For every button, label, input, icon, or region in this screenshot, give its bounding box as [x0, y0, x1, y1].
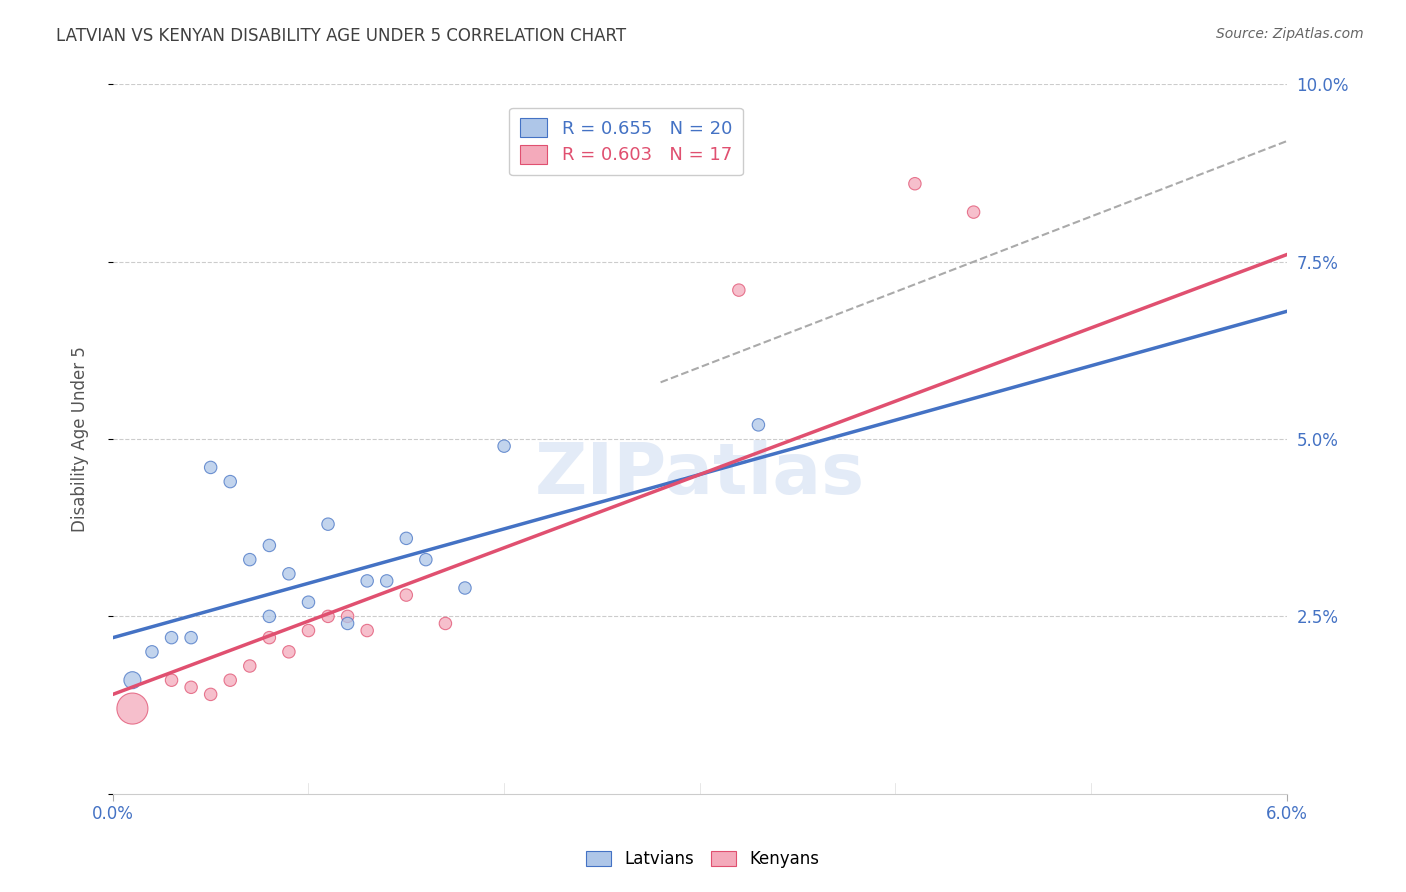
Point: [200, 687, 222, 701]
Point: [904, 177, 927, 191]
Point: [219, 475, 242, 489]
Point: [219, 673, 242, 688]
Point: [356, 574, 378, 588]
Point: [454, 581, 477, 595]
Point: [141, 645, 163, 659]
Point: [747, 417, 769, 432]
Point: [239, 659, 262, 673]
Point: [297, 595, 319, 609]
Point: [259, 538, 281, 552]
Point: [434, 616, 457, 631]
Legend: Latvians, Kenyans: Latvians, Kenyans: [579, 844, 827, 875]
Text: Source: ZipAtlas.com: Source: ZipAtlas.com: [1216, 27, 1364, 41]
Point: [259, 609, 281, 624]
Text: ZIPatlas: ZIPatlas: [534, 440, 865, 509]
Point: [121, 701, 143, 715]
Point: [297, 624, 319, 638]
Point: [316, 517, 339, 532]
Point: [494, 439, 516, 453]
Point: [277, 645, 299, 659]
Point: [336, 616, 359, 631]
Point: [239, 552, 262, 566]
Point: [316, 609, 339, 624]
Point: [180, 631, 202, 645]
Point: [160, 631, 183, 645]
Point: [727, 283, 749, 297]
Point: [180, 681, 202, 695]
Point: [962, 205, 984, 219]
Y-axis label: Disability Age Under 5: Disability Age Under 5: [72, 346, 89, 532]
Point: [395, 532, 418, 546]
Point: [277, 566, 299, 581]
Legend: R = 0.655   N = 20, R = 0.603   N = 17: R = 0.655 N = 20, R = 0.603 N = 17: [509, 108, 742, 175]
Point: [395, 588, 418, 602]
Point: [121, 673, 143, 688]
Point: [200, 460, 222, 475]
Text: LATVIAN VS KENYAN DISABILITY AGE UNDER 5 CORRELATION CHART: LATVIAN VS KENYAN DISABILITY AGE UNDER 5…: [56, 27, 626, 45]
Point: [259, 631, 281, 645]
Point: [356, 624, 378, 638]
Point: [375, 574, 398, 588]
Point: [415, 552, 437, 566]
Point: [336, 609, 359, 624]
Point: [160, 673, 183, 688]
